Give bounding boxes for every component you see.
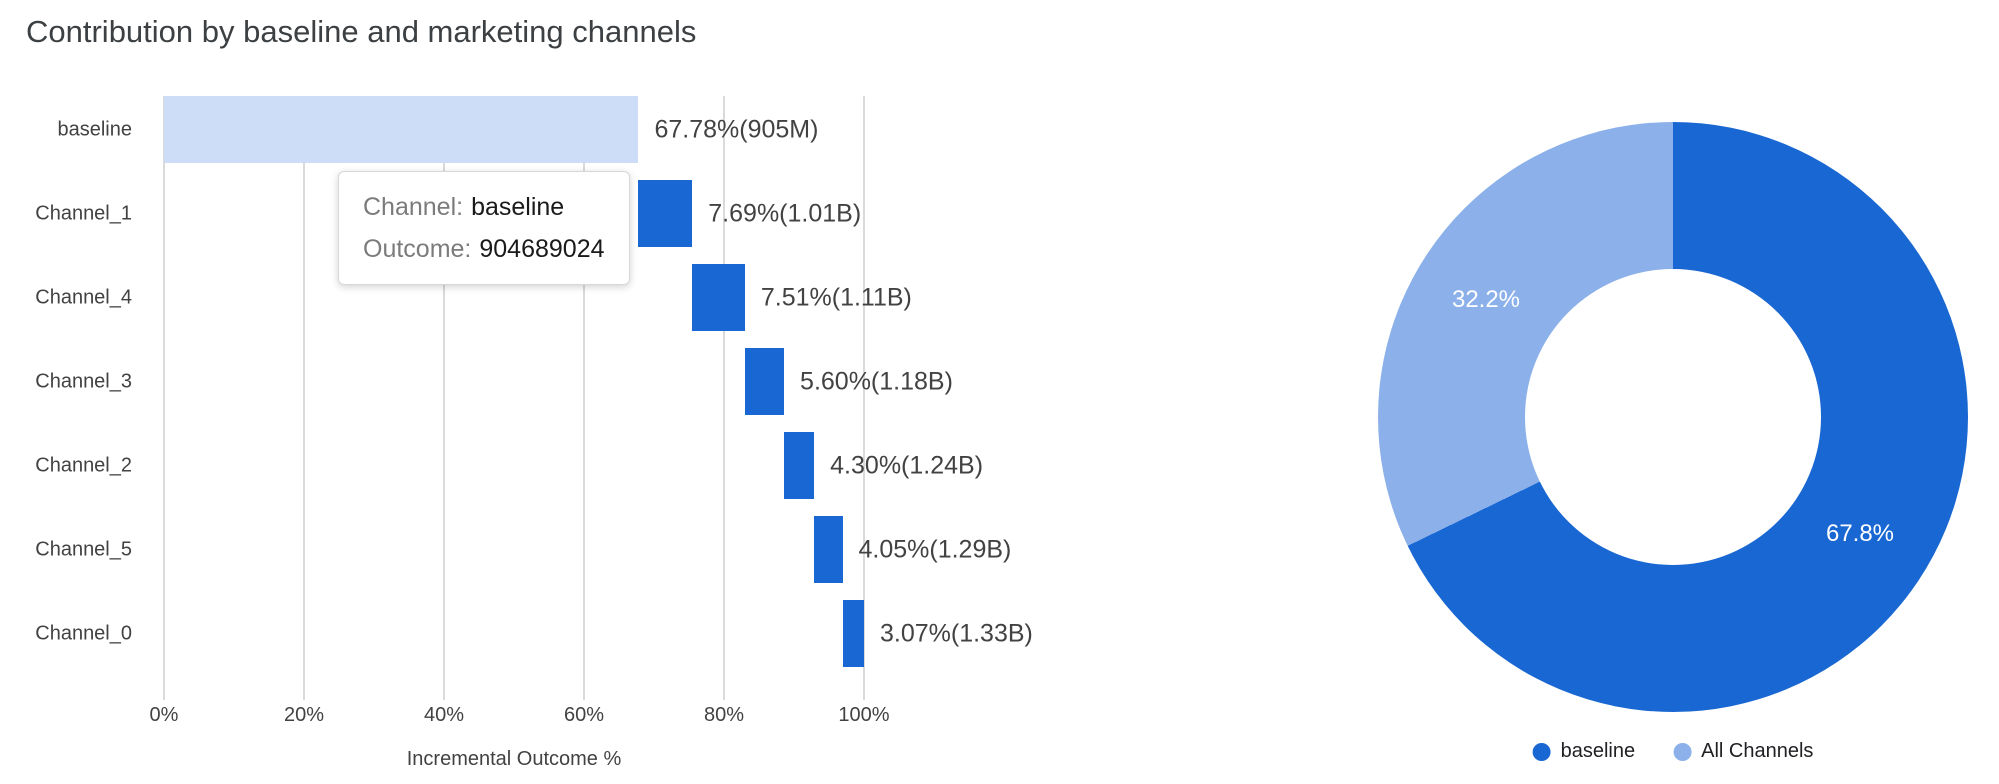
waterfall-bar-Channel_3[interactable] [744,348,785,415]
waterfall-bar-baseline[interactable] [164,96,639,163]
x-tick-label: 20% [283,704,325,726]
bar-value-label-Channel_3: 5.60%(1.18B) [800,367,953,395]
waterfall-bar-Channel_0[interactable] [842,600,864,667]
bar-value-label-Channel_5: 4.05%(1.29B) [858,535,1012,563]
gridline-20% [303,96,305,700]
x-tick-label: 60% [563,704,605,726]
x-axis-title: Incremental Outcome % [406,748,622,770]
legend-dot-baseline-icon [1532,742,1551,761]
gridline-40% [443,96,445,700]
legend-item-baseline[interactable]: baseline [1532,740,1636,763]
donut-chart: 32.2% 67.8% [1378,122,1968,712]
category-label-Channel_1: Channel_1 [35,202,132,224]
waterfall-chart: Incremental Outcome % Channel: baseline O… [35,96,1033,770]
x-tick-label: 100% [838,704,890,726]
category-label-baseline: baseline [57,118,132,140]
category-label-Channel_3: Channel_3 [35,370,132,392]
x-tick-label: 40% [423,704,465,726]
gridline-60% [583,96,585,700]
bar-value-label-baseline: 67.78%(905M) [654,115,819,143]
legend-item-all-channels[interactable]: All Channels [1673,740,1813,763]
tooltip-channel-label: Channel: [363,193,464,221]
chart-title: Contribution by baseline and marketing c… [26,14,697,49]
tooltip-outcome-row: Outcome: 904689024 [363,228,605,270]
x-tick-label: 80% [703,704,745,726]
bar-value-label-Channel_1: 7.69%(1.01B) [708,199,862,227]
waterfall-bar-Channel_4[interactable] [692,264,745,331]
waterfall-bar-Channel_2[interactable] [784,432,815,499]
donut-legend: baseline All Channels [1532,740,1813,763]
donut-slice-label-baseline: 67.8% [1825,520,1895,547]
waterfall-bar-Channel_5[interactable] [814,516,843,583]
tooltip-channel-value: baseline [471,193,565,221]
donut-hole [1525,269,1821,565]
donut-slice-label-all-channels: 32.2% [1451,286,1521,313]
category-label-Channel_0: Channel_0 [35,622,132,644]
gridline-0% [163,96,165,700]
legend-label-all-channels: All Channels [1701,740,1814,762]
category-label-Channel_4: Channel_4 [35,286,132,308]
tooltip-outcome-value: 904689024 [479,235,605,263]
bar-value-label-Channel_0: 3.07%(1.33B) [880,619,1033,647]
tooltip-outcome-label: Outcome: [363,235,472,263]
legend-label-baseline: baseline [1560,740,1636,762]
waterfall-bar-Channel_1[interactable] [638,180,693,247]
tooltip: Channel: baseline Outcome: 904689024 [338,171,630,285]
category-label-Channel_5: Channel_5 [35,538,132,560]
tooltip-channel-row: Channel: baseline [363,186,605,228]
gridline-100% [863,96,865,700]
category-label-Channel_2: Channel_2 [35,454,132,476]
legend-dot-all-channels-icon [1673,742,1692,761]
bar-value-label-Channel_4: 7.51%(1.11B) [760,283,912,311]
gridline-80% [723,96,725,700]
bar-value-label-Channel_2: 4.30%(1.24B) [830,451,984,479]
x-tick-label: 0% [149,704,179,726]
